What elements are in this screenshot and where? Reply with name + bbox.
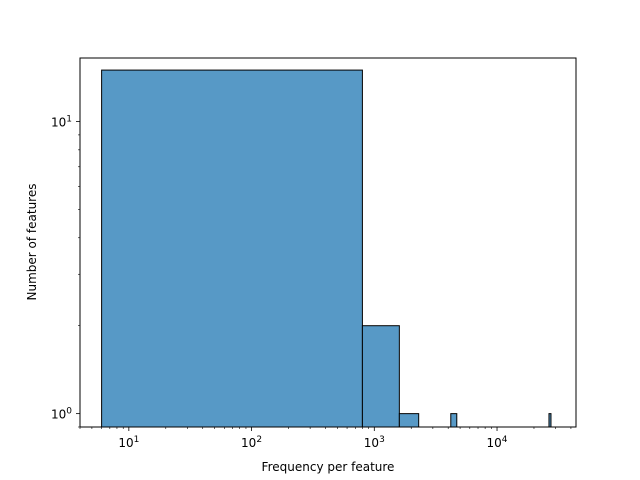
histogram-bar bbox=[548, 413, 552, 428]
x-tick-label: 101 bbox=[118, 435, 139, 450]
y-tick-label: 101 bbox=[51, 115, 72, 130]
y-tick-label: 100 bbox=[51, 407, 72, 422]
x-tick-label: 102 bbox=[241, 435, 262, 450]
histogram-bar bbox=[361, 325, 400, 428]
x-tick-label: 104 bbox=[487, 435, 508, 450]
histogram-bar bbox=[101, 69, 363, 428]
x-axis-ticks: 101 102 103 104 bbox=[79, 427, 572, 450]
histogram-bar bbox=[398, 413, 420, 428]
y-axis-label: Number of features bbox=[25, 184, 39, 301]
x-axis-label: Frequency per feature bbox=[262, 460, 395, 474]
y-axis-ticks: 100 101 bbox=[51, 115, 80, 428]
histogram-bar bbox=[450, 413, 458, 428]
plot-frame bbox=[79, 57, 577, 428]
x-tick-label: 103 bbox=[364, 435, 385, 450]
bars-group bbox=[101, 69, 552, 428]
